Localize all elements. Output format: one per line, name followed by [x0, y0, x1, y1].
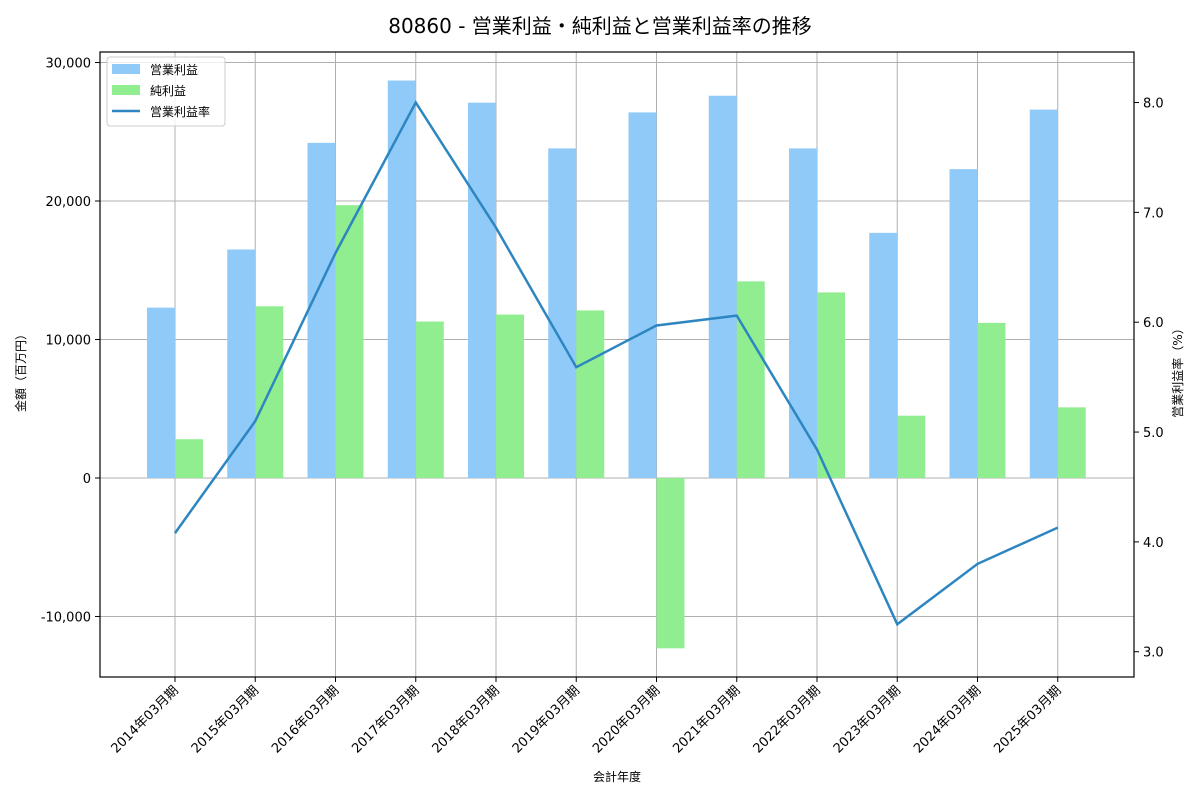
y2-tick-label: 6.0: [1143, 316, 1164, 331]
x-tick-label: 2020年03月期: [590, 683, 663, 756]
y2-tick-label: 3.0: [1143, 646, 1164, 661]
y2-tick-label: 8.0: [1143, 97, 1164, 112]
x-tick-label: 2018年03月期: [430, 683, 503, 756]
right-y-axis-title: 営業利益率（%）: [1170, 322, 1185, 417]
bar-net-profit: [736, 281, 765, 478]
bar-net-profit: [1057, 407, 1086, 478]
bar-net-profit: [576, 310, 605, 478]
y-tick-label: 20,000: [46, 195, 92, 210]
x-tick-label: 2022年03月期: [751, 683, 824, 756]
bar-operating-profit: [869, 232, 898, 478]
x-tick-label: 2024年03月期: [911, 683, 984, 756]
bar-net-profit: [415, 321, 444, 478]
x-tick-label: 2025年03月期: [991, 683, 1064, 756]
y2-tick-label: 7.0: [1143, 206, 1164, 221]
line-series: [173, 100, 1059, 627]
bar-net-profit: [897, 415, 926, 478]
bar-operating-profit: [708, 95, 737, 478]
legend-label-operating-profit: 営業利益: [150, 63, 198, 77]
x-tick-label: 2015年03月期: [189, 683, 262, 756]
bar-operating-profit: [548, 148, 577, 478]
left-y-axis-title: 金額（百万円）: [13, 328, 28, 412]
x-tick-label: 2016年03月期: [269, 683, 342, 756]
bar-operating-profit: [307, 142, 336, 478]
bar-operating-profit: [628, 112, 657, 478]
bar-net-profit: [817, 292, 845, 478]
bar-net-profit: [175, 439, 203, 478]
right-y-axis-ticks: 3.0 4.0 5.0 6.0 7.0 8.0: [1134, 97, 1164, 661]
chart-title: 80860 - 営業利益・純利益と営業利益率の推移: [388, 14, 812, 38]
bar-operating-profit: [949, 169, 978, 478]
x-tick-label: 2023年03月期: [831, 683, 904, 756]
x-tick-label: 2021年03月期: [670, 683, 743, 756]
plot-frame: [99, 51, 1135, 678]
bar-operating-profit: [1029, 109, 1058, 478]
x-axis-title: 会計年度: [593, 769, 641, 784]
bar-operating-profit: [147, 307, 175, 478]
legend-label-net-profit: 純利益: [150, 84, 186, 98]
legend-box: [106, 56, 226, 127]
bar-operating-profit: [468, 102, 496, 478]
x-tick-label: 2017年03月期: [349, 683, 422, 756]
x-axis-ticks: 2014年03月期 2015年03月期 2016年03月期 2017年03月期 2018…: [109, 677, 1065, 757]
bar-operating-profit: [789, 148, 817, 478]
bar-operating-profit: [387, 80, 416, 478]
y-tick-label: 10,000: [46, 334, 92, 349]
y-tick-label: -10,000: [41, 610, 91, 625]
bar-net-profit: [335, 205, 364, 478]
legend-swatch-net-profit: [112, 85, 140, 95]
y2-tick-label: 5.0: [1143, 426, 1164, 441]
left-y-axis-ticks: -10,000 0 10,000 20,000 30,000: [41, 57, 100, 625]
y-tick-label: 30,000: [46, 57, 92, 72]
bar-net-profit: [977, 322, 1006, 478]
y-tick-label: 0: [83, 472, 91, 487]
bar-series: [147, 80, 1086, 649]
axes: [99, 51, 1135, 678]
bar-net-profit: [656, 477, 685, 649]
bar-net-profit: [496, 314, 524, 478]
line-operating-margin: [173, 100, 1059, 627]
legend-swatch-operating-profit: [112, 64, 140, 74]
legend-label-operating-margin: 営業利益率: [150, 104, 210, 119]
x-tick-label: 2019年03月期: [510, 683, 583, 756]
y2-tick-label: 4.0: [1143, 536, 1164, 551]
legend: 営業利益 純利益 営業利益率: [106, 56, 226, 127]
x-tick-label: 2014年03月期: [109, 683, 182, 756]
bar-operating-profit: [227, 249, 256, 478]
